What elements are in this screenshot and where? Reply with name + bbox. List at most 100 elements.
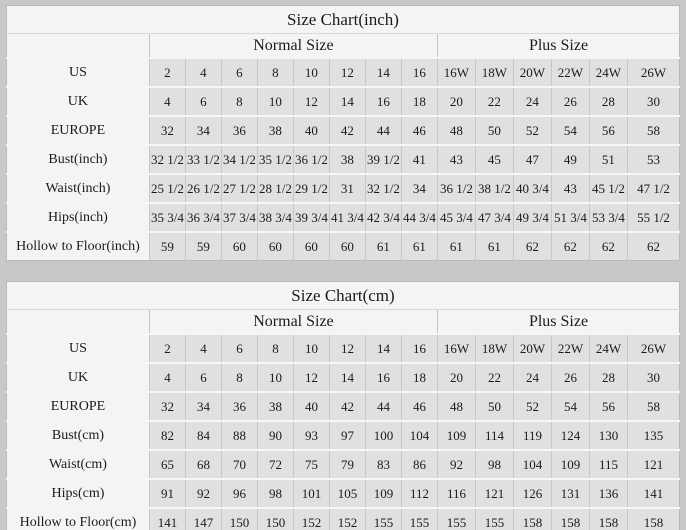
size-value-cell: 150 — [256, 507, 294, 530]
size-value-cell: 104 — [400, 420, 438, 450]
table-row: EUROPE 32 34 36 38 40 42 44 46 48 50 52 54 56 58 — [6, 391, 680, 421]
size-value-cell: 60 — [256, 231, 294, 261]
size-value-cell: 152 — [328, 507, 366, 530]
size-value-cell: 155 — [474, 507, 514, 530]
group-header-normal-size: Normal Size — [148, 33, 438, 59]
table-row: UK 4 6 8 10 12 14 16 18 20 22 24 26 28 30 — [6, 86, 680, 116]
size-value-cell: 47 3/4 — [474, 202, 514, 232]
size-value-cell: 58 — [626, 391, 680, 421]
table-row: Hips(cm) 91 92 96 98 101 105 109 112 116 121 126 131… — [6, 478, 680, 508]
size-value-cell: 158 — [550, 507, 590, 530]
size-value-cell: 97 — [328, 420, 366, 450]
size-value-cell: 12 — [292, 86, 330, 116]
size-value-cell: 131 — [550, 478, 590, 508]
size-value-cell: 26W — [626, 57, 680, 87]
size-value-cell: 12 — [328, 333, 366, 363]
size-value-cell: 24W — [588, 57, 628, 87]
size-value-cell: 56 — [588, 391, 628, 421]
size-value-cell: 24 — [512, 86, 552, 116]
size-value-cell: 61 — [400, 231, 438, 261]
size-value-cell: 60 — [220, 231, 258, 261]
size-value-cell: 37 3/4 — [220, 202, 258, 232]
size-value-cell: 47 — [512, 144, 552, 174]
row-label: Waist(cm) — [6, 449, 150, 479]
size-value-cell: 109 — [550, 449, 590, 479]
size-value-cell: 27 1/2 — [220, 173, 258, 203]
size-value-cell: 39 3/4 — [292, 202, 330, 232]
size-chart-cm-table: Size Chart(cm) Normal Size Plus Size US 2 4 6 8… — [5, 281, 681, 530]
size-value-cell: 49 — [550, 144, 590, 174]
size-value-cell: 41 3/4 — [328, 202, 366, 232]
size-value-cell: 54 — [550, 115, 590, 145]
size-value-cell: 20W — [512, 333, 552, 363]
size-value-cell: 44 — [364, 115, 402, 145]
table-row: Hips(inch) 35 3/4 36 3/4 37 3/4 38 3/4 39 3/4… — [6, 202, 680, 232]
size-value-cell: 28 — [588, 362, 628, 392]
row-label: Waist(inch) — [6, 173, 150, 203]
size-value-cell: 16W — [436, 333, 476, 363]
size-value-cell: 83 — [364, 449, 402, 479]
size-value-cell: 70 — [220, 449, 258, 479]
size-value-cell: 34 — [400, 173, 438, 203]
size-value-cell: 155 — [400, 507, 438, 530]
size-value-cell: 68 — [184, 449, 222, 479]
size-value-cell: 109 — [364, 478, 402, 508]
size-value-cell: 126 — [512, 478, 552, 508]
size-value-cell: 48 — [436, 115, 476, 145]
row-label: UK — [6, 86, 150, 116]
size-value-cell: 42 3/4 — [364, 202, 402, 232]
size-value-cell: 22 — [474, 362, 514, 392]
column-group-header-row: Normal Size Plus Size — [6, 309, 680, 335]
size-value-cell: 44 — [364, 391, 402, 421]
size-value-cell: 22 — [474, 86, 514, 116]
size-value-cell: 72 — [256, 449, 294, 479]
size-value-cell: 6 — [220, 57, 258, 87]
size-value-cell: 158 — [512, 507, 552, 530]
size-value-cell: 155 — [436, 507, 476, 530]
size-value-cell: 42 — [328, 115, 366, 145]
size-value-cell: 8 — [256, 57, 294, 87]
size-value-cell: 121 — [626, 449, 680, 479]
size-value-cell: 32 — [148, 391, 186, 421]
size-value-cell: 124 — [550, 420, 590, 450]
size-value-cell: 119 — [512, 420, 552, 450]
row-label: US — [6, 333, 150, 363]
size-value-cell: 82 — [148, 420, 186, 450]
table-row: Bust(inch) 32 1/2 33 1/2 34 1/2 35 1/2 36 1/2… — [6, 144, 680, 174]
table-row: EUROPE 32 34 36 38 40 42 44 46 48 50 52 54 56 58 — [6, 115, 680, 145]
row-label: Bust(inch) — [6, 144, 150, 174]
column-group-header-row: Normal Size Plus Size — [6, 33, 680, 59]
size-value-cell: 53 3/4 — [588, 202, 628, 232]
size-value-cell: 36 3/4 — [184, 202, 222, 232]
size-value-cell: 45 1/2 — [588, 173, 628, 203]
size-value-cell: 98 — [256, 478, 294, 508]
size-value-cell: 10 — [292, 57, 330, 87]
row-label: UK — [6, 362, 150, 392]
size-value-cell: 2 — [148, 333, 186, 363]
size-value-cell: 44 3/4 — [400, 202, 438, 232]
size-value-cell: 25 1/2 — [148, 173, 186, 203]
size-value-cell: 20 — [436, 86, 476, 116]
size-value-cell: 38 — [256, 115, 294, 145]
size-value-cell: 135 — [626, 420, 680, 450]
size-value-cell: 18W — [474, 57, 514, 87]
size-value-cell: 32 1/2 — [148, 144, 186, 174]
size-value-cell: 53 — [626, 144, 680, 174]
size-value-cell: 26 — [550, 86, 590, 116]
size-value-cell: 4 — [148, 362, 186, 392]
size-value-cell: 16 — [400, 333, 438, 363]
size-value-cell: 158 — [626, 507, 680, 530]
size-value-cell: 16 — [364, 362, 402, 392]
size-value-cell: 62 — [588, 231, 628, 261]
size-value-cell: 16 — [364, 86, 402, 116]
size-value-cell: 8 — [220, 86, 258, 116]
size-value-cell: 158 — [588, 507, 628, 530]
size-value-cell: 22W — [550, 333, 590, 363]
size-value-cell: 58 — [626, 115, 680, 145]
table-row: UK 4 6 8 10 12 14 16 18 20 22 24 26 28 30 — [6, 362, 680, 392]
corner-cell — [6, 33, 150, 59]
table-title: Size Chart(cm) — [6, 281, 680, 310]
size-value-cell: 26 — [550, 362, 590, 392]
size-value-cell: 16W — [436, 57, 476, 87]
